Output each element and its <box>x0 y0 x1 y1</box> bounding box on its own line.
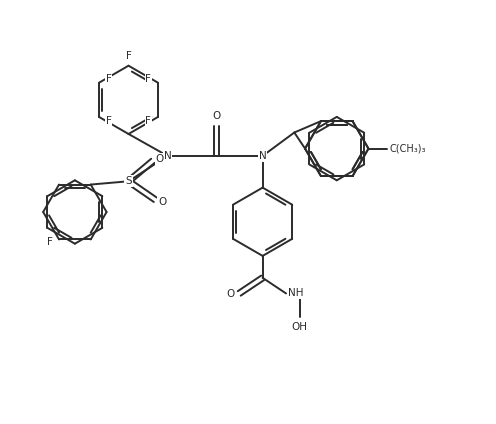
Text: F: F <box>106 74 112 84</box>
Text: F: F <box>106 116 112 126</box>
Text: O: O <box>156 154 164 164</box>
Text: C(CH₃)₃: C(CH₃)₃ <box>389 144 426 153</box>
Text: OH: OH <box>292 321 308 332</box>
Text: S: S <box>125 176 132 186</box>
Text: O: O <box>212 111 220 121</box>
Text: O: O <box>226 290 235 299</box>
Text: F: F <box>145 116 151 126</box>
Text: NH: NH <box>288 288 304 298</box>
Text: O: O <box>158 197 166 207</box>
Text: F: F <box>125 51 131 61</box>
Text: F: F <box>47 237 53 247</box>
Text: F: F <box>145 74 151 84</box>
Text: N: N <box>164 151 172 161</box>
Text: N: N <box>259 151 266 161</box>
